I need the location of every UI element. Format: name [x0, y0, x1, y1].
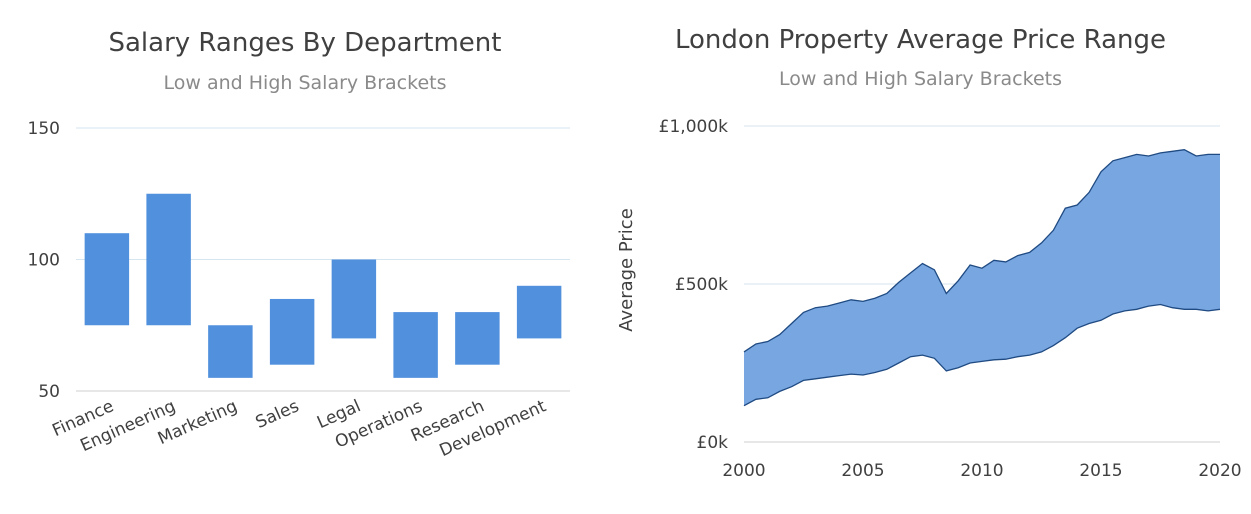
property-chart-panel: London Property Average Price Range Low …	[610, 0, 1251, 514]
price-range-area	[744, 149, 1220, 406]
y-tick-label: £0k	[697, 433, 729, 453]
y-axis-title: Average Price	[616, 208, 637, 332]
low-price-line	[743, 303, 1221, 407]
y-tick-label: 100	[28, 251, 60, 271]
salary-chart-panel: Salary Ranges By Department Low and High…	[0, 0, 610, 514]
property-chart-title: London Property Average Price Range	[675, 25, 1166, 55]
range-bar	[146, 193, 191, 326]
x-tick-label: 2010	[960, 461, 1003, 481]
y-tick-label: £1,000k	[659, 117, 728, 137]
x-tick-label: 2005	[841, 461, 884, 481]
x-tick-label: 2015	[1079, 461, 1122, 481]
range-bar	[84, 233, 130, 326]
x-tick-label: 2020	[1198, 461, 1241, 481]
range-bar	[393, 312, 438, 378]
range-bar	[331, 259, 377, 339]
x-tick-label: 2000	[722, 461, 765, 481]
y-tick-label: 50	[38, 382, 60, 402]
salary-chart-subtitle: Low and High Salary Brackets	[163, 72, 447, 94]
salary-chart-title: Salary Ranges By Department	[108, 28, 502, 58]
property-chart-plot: £0k £500k £1,000k 2000 2005 2010 2015 2020 Avera…	[616, 117, 1242, 481]
y-tick-label: 150	[28, 119, 60, 139]
range-bar	[208, 325, 253, 378]
range-bar	[516, 285, 562, 339]
property-chart-subtitle: Low and High Salary Brackets	[779, 68, 1062, 90]
x-tick-label: Sales	[253, 396, 303, 433]
y-tick-label: £500k	[675, 275, 728, 295]
range-bar	[455, 312, 500, 365]
high-price-line	[743, 149, 1220, 353]
range-bar	[269, 298, 315, 365]
